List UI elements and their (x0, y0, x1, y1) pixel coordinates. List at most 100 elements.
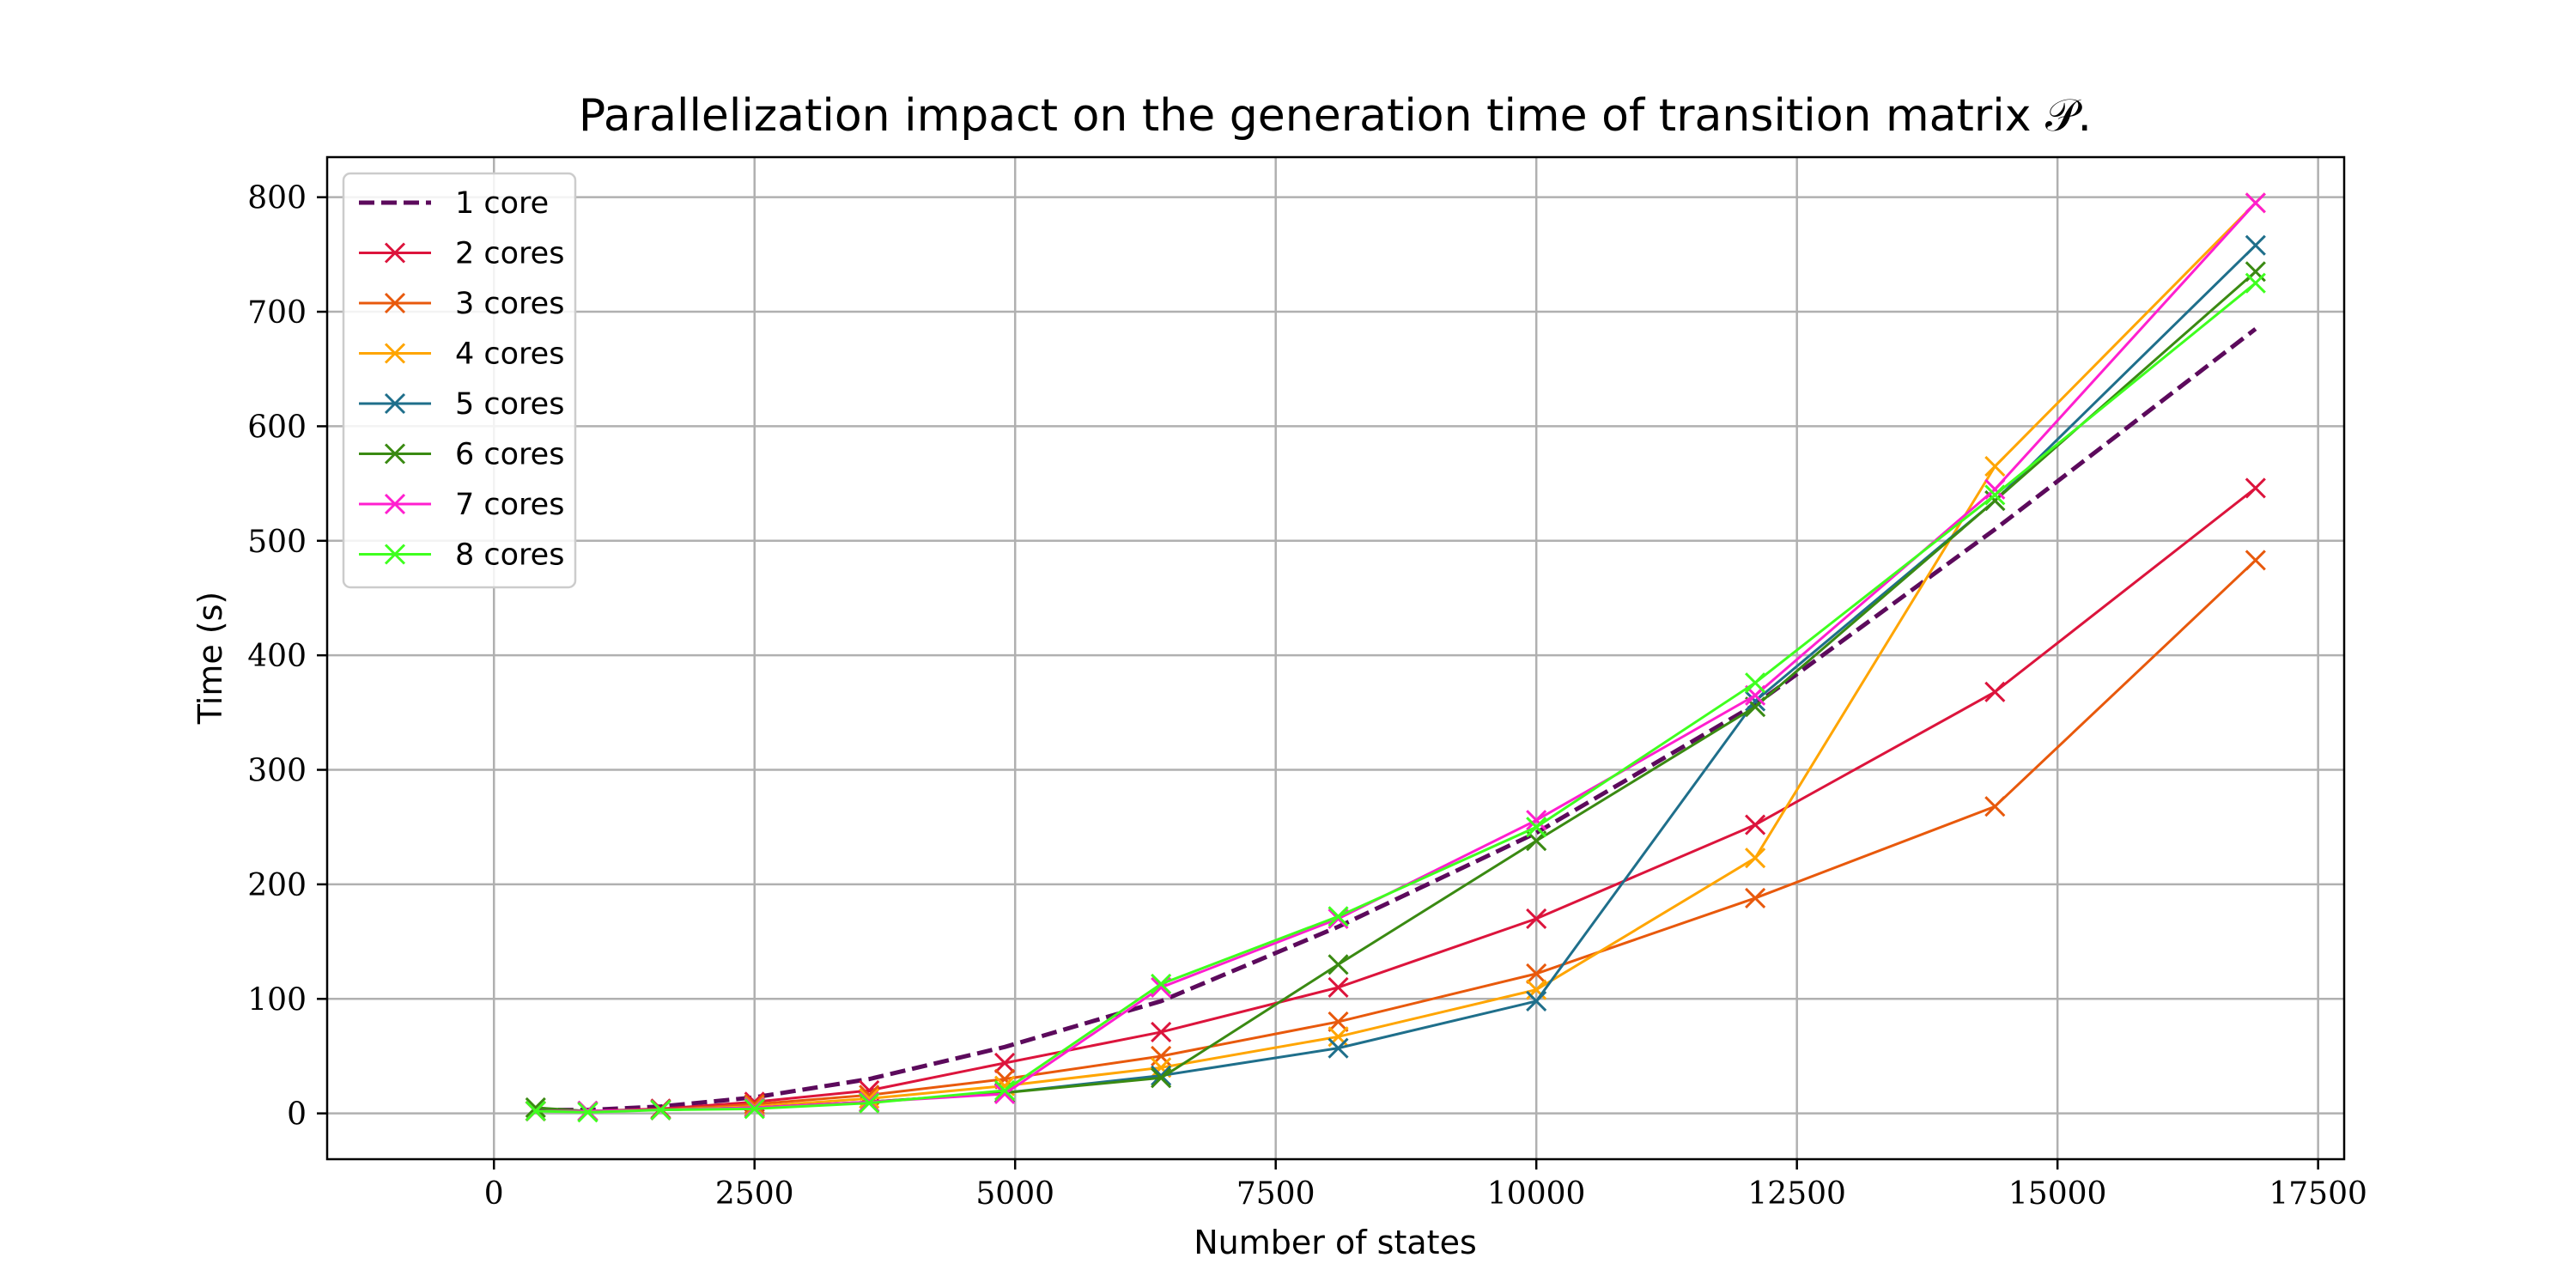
marker-stroke (1526, 908, 1547, 929)
data-point-3-cores (2245, 550, 2266, 571)
data-point-6-cores (1327, 954, 1349, 975)
marker-stroke (994, 1079, 1016, 1102)
data-point-3-cores (1327, 1011, 1349, 1033)
y-tick-label: 200 (247, 868, 307, 903)
legend-item-5-cores: 5 cores (359, 387, 564, 422)
data-point-8-cores (2245, 272, 2266, 294)
y-tick-label: 300 (247, 754, 307, 789)
data-point-3-cores (1745, 887, 1766, 908)
series-line-8-cores (535, 282, 2257, 1114)
marker-stroke (1327, 1037, 1349, 1059)
legend-item-1-core: 1 core (359, 186, 549, 221)
data-point-5-cores (1745, 690, 1766, 712)
data-point-6-cores (1151, 1067, 1172, 1089)
marker-stroke (1984, 681, 2006, 702)
x-axis-label: Number of states (1194, 1224, 1477, 1261)
marker-stroke (1151, 1065, 1172, 1086)
marker-stroke (1526, 990, 1547, 1012)
marker-stroke (525, 1097, 546, 1119)
legend-marker (384, 544, 406, 565)
legend-label: 1 core (455, 186, 549, 221)
marker-stroke (2245, 192, 2266, 214)
marker-stroke (525, 1100, 546, 1122)
x-tick-label: 17500 (2269, 1176, 2367, 1212)
series-line-3-cores (535, 559, 2257, 1113)
data-point-2-cores (1327, 976, 1349, 999)
marker-stroke (1151, 1021, 1172, 1043)
series-7-cores (525, 192, 2266, 1122)
series-line-5-cores (535, 244, 2257, 1113)
marker-stroke (1745, 814, 1766, 835)
legend-marker (384, 392, 406, 415)
y-tick-label: 700 (247, 295, 307, 331)
marker-stroke (1151, 1057, 1172, 1078)
data-point-2-cores (1984, 681, 2006, 702)
y-tick-label: 400 (247, 639, 307, 674)
marker-stroke (1526, 817, 1547, 838)
series-line-7-cores (535, 202, 2257, 1113)
data-point-7-cores (1526, 810, 1547, 831)
data-point-2-cores (994, 1052, 1016, 1074)
legend-label: 4 cores (455, 337, 564, 372)
y-tick-label: 100 (247, 982, 307, 1018)
data-point-4-cores (1745, 848, 1766, 869)
marker-stroke (384, 343, 406, 364)
data-point-3-cores (1526, 963, 1547, 984)
marker-stroke (1745, 672, 1766, 694)
legend-item-2-cores: 2 cores (359, 237, 564, 271)
data-point-2-cores (1526, 908, 1547, 929)
marker-stroke (1745, 887, 1766, 908)
marker-stroke (2245, 477, 2266, 499)
data-point-3-cores (744, 1093, 765, 1115)
legend-marker (384, 343, 406, 364)
marker-stroke (2245, 550, 2266, 571)
marker-stroke (2245, 234, 2266, 256)
y-axis-label: Time (s) (191, 592, 229, 726)
legend-label: 6 cores (455, 438, 564, 472)
legend-box (342, 172, 577, 589)
marker-stroke (1984, 796, 2006, 817)
data-point-8-cores (1327, 906, 1349, 927)
data-point-4-cores (1984, 456, 2006, 477)
data-point-8-cores (1745, 672, 1766, 694)
data-point-8-cores (1526, 817, 1547, 838)
data-point-5-cores (2245, 234, 2266, 256)
legend: 1 core 2 cores 3 cores 4 cores 5 cores 6 core… (342, 172, 577, 589)
marker-stroke (577, 1102, 598, 1123)
marker-stroke (384, 493, 406, 515)
marker-stroke (1327, 976, 1349, 999)
series-6-cores (525, 261, 2266, 1122)
legend-label: 3 cores (455, 287, 564, 321)
data-point-5-cores (1526, 990, 1547, 1012)
series-5-cores (525, 234, 2266, 1122)
plot-frame (325, 155, 2346, 1161)
marker-stroke (1984, 478, 2006, 500)
legend-label: 7 cores (455, 488, 564, 522)
grid-lines (327, 157, 2344, 1159)
data-point-8-cores (577, 1102, 598, 1123)
marker-stroke (384, 392, 406, 415)
legend-item-6-cores: 6 cores (359, 438, 564, 472)
series-1-core (535, 327, 2257, 1113)
data-point-5-cores (1151, 1065, 1172, 1086)
x-tick-label: 5000 (975, 1176, 1054, 1212)
data-point-2-cores (1745, 814, 1766, 835)
data-point-8-cores (994, 1079, 1016, 1102)
marker-stroke (384, 292, 406, 314)
data-point-7-cores (2245, 192, 2266, 214)
marker-stroke (384, 544, 406, 565)
legend-item-4-cores: 4 cores (359, 337, 564, 372)
series-line-1-core (535, 327, 2257, 1113)
data-point-7-cores (1984, 478, 2006, 500)
series-4-cores (525, 192, 2266, 1122)
y-tick-label: 0 (287, 1097, 307, 1133)
axis-ticks: 0 2500 5000 7500 10000 12500 15000 17500 0 100 200… (247, 181, 2367, 1212)
x-tick-label: 2500 (715, 1176, 794, 1212)
marker-stroke (1984, 484, 2006, 506)
y-tick-label: 800 (247, 181, 307, 216)
data-point-3-cores (1984, 796, 2006, 817)
data-point-8-cores (525, 1100, 546, 1122)
x-tick-label: 0 (484, 1176, 504, 1212)
series-line-4-cores (535, 202, 2257, 1113)
